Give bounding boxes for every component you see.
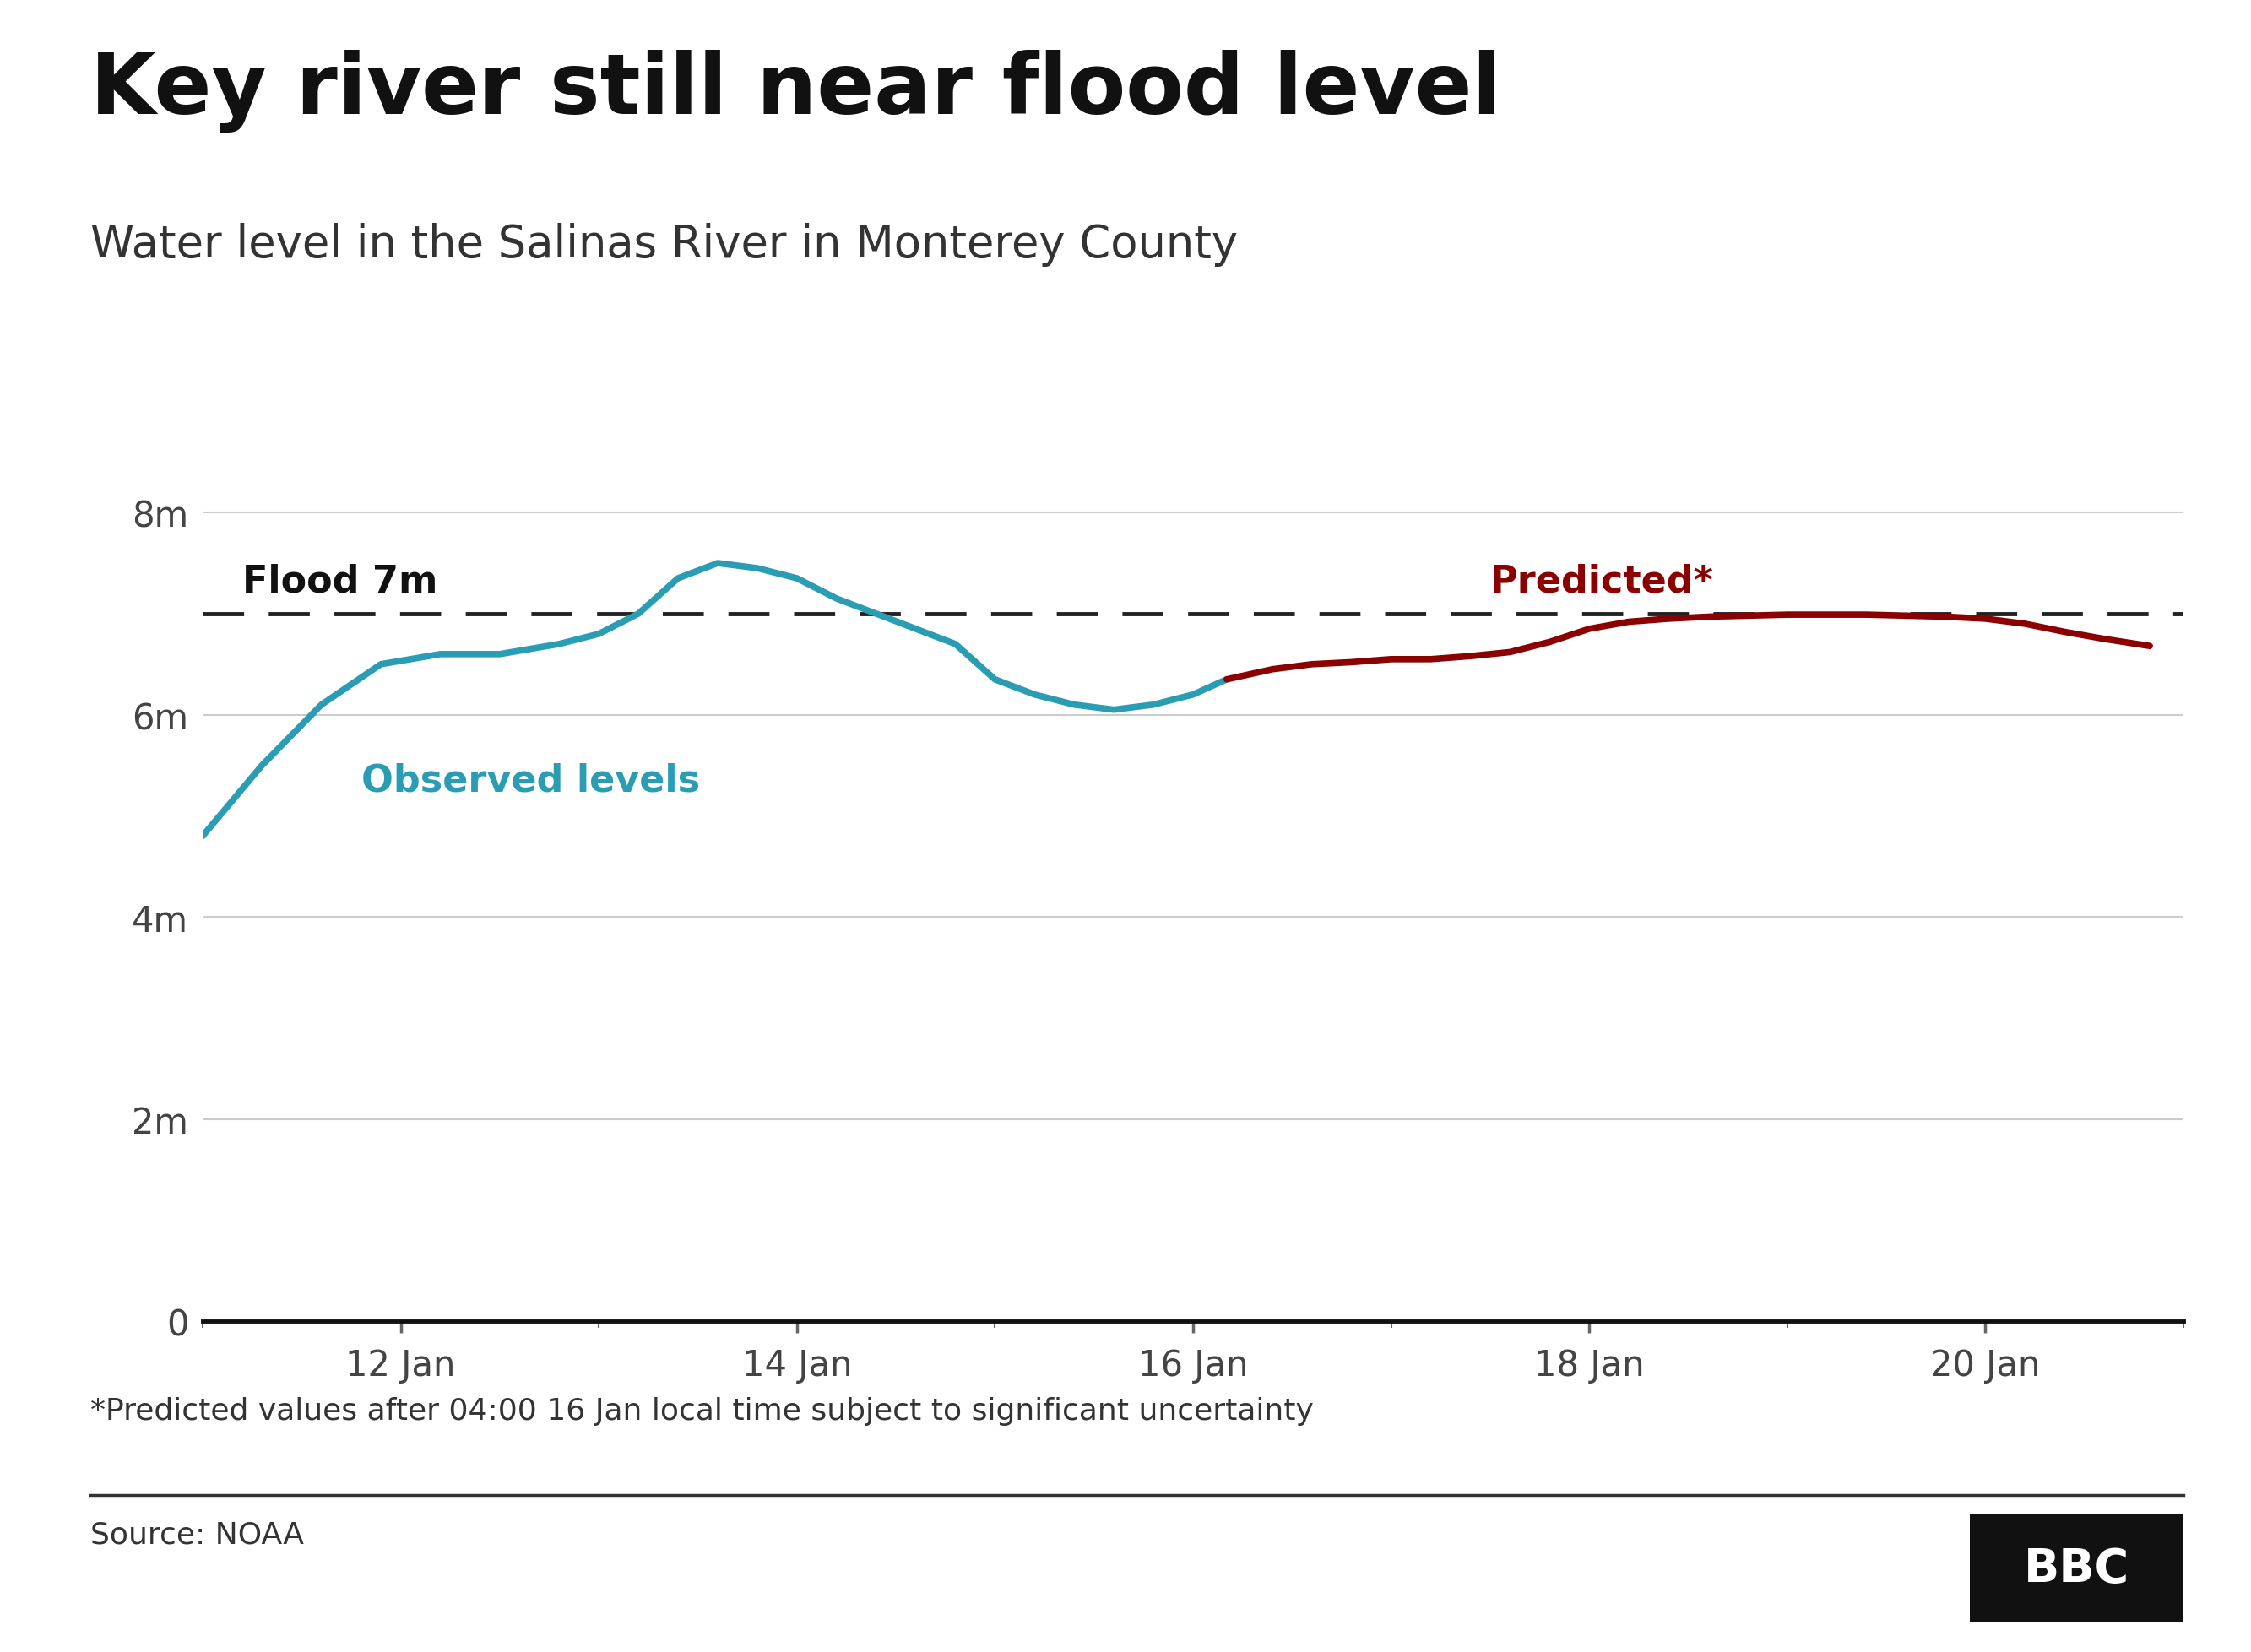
Text: Source: NOAA: Source: NOAA — [90, 1520, 304, 1548]
Text: Key river still near flood level: Key river still near flood level — [90, 50, 1501, 132]
Text: BBC: BBC — [2024, 1546, 2129, 1591]
Text: Water level in the Salinas River in Monterey County: Water level in the Salinas River in Mont… — [90, 223, 1238, 268]
Text: Predicted*: Predicted* — [1490, 563, 1713, 600]
Text: Observed levels: Observed levels — [360, 762, 700, 798]
Text: Flood 7m: Flood 7m — [243, 563, 437, 600]
Text: *Predicted values after 04:00 16 Jan local time subject to significant uncertain: *Predicted values after 04:00 16 Jan loc… — [90, 1396, 1312, 1424]
